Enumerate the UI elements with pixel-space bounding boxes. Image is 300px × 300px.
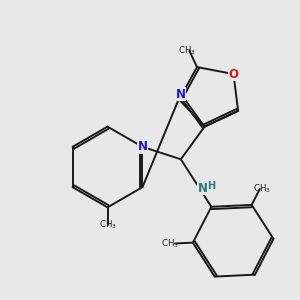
Text: CH$_3$: CH$_3$: [99, 219, 116, 231]
Text: H: H: [207, 182, 215, 191]
Text: N: N: [176, 88, 186, 100]
Text: N: N: [137, 140, 148, 153]
Text: CH$_3$: CH$_3$: [160, 237, 178, 250]
Text: N: N: [198, 182, 208, 195]
Text: CH$_3$: CH$_3$: [254, 182, 271, 195]
Text: O: O: [229, 68, 238, 80]
Text: CH$_3$: CH$_3$: [178, 45, 196, 57]
